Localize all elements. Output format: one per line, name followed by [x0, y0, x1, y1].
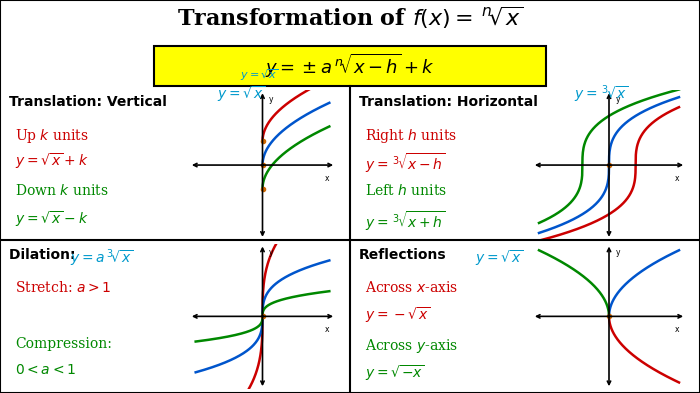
Text: $y = \sqrt{x}$: $y = \sqrt{x}$	[475, 248, 523, 268]
Text: Stretch: $a > 1$: Stretch: $a > 1$	[15, 280, 112, 295]
Text: $y = \sqrt{-x}$: $y = \sqrt{-x}$	[365, 363, 425, 383]
FancyBboxPatch shape	[154, 46, 546, 86]
Text: y: y	[616, 248, 620, 257]
Text: $y = \sqrt{x}$: $y = \sqrt{x}$	[241, 67, 279, 83]
Text: y: y	[269, 248, 274, 257]
Text: y: y	[269, 95, 274, 104]
Text: x: x	[325, 174, 330, 183]
Text: $y = \sqrt{x} + k$: $y = \sqrt{x} + k$	[15, 151, 89, 171]
Text: $y = \,^3\!\sqrt{x}$: $y = \,^3\!\sqrt{x}$	[574, 84, 629, 105]
Text: y: y	[616, 95, 620, 104]
Text: Across $y$-axis: Across $y$-axis	[365, 337, 458, 355]
Text: Translation: Horizontal: Translation: Horizontal	[359, 95, 538, 109]
Text: $y = \,^3\!\sqrt{x-h}$: $y = \,^3\!\sqrt{x-h}$	[365, 151, 445, 175]
Text: Compression:: Compression:	[15, 337, 112, 351]
Text: x: x	[325, 325, 330, 334]
Text: $y = \pm a\,^n\!\sqrt{x-h} + k$: $y = \pm a\,^n\!\sqrt{x-h} + k$	[265, 51, 435, 80]
Text: Translation: Vertical: Translation: Vertical	[9, 95, 167, 109]
Text: Up $k$ units: Up $k$ units	[15, 127, 89, 145]
Text: Across $x$-axis: Across $x$-axis	[365, 280, 458, 295]
Text: $y = \,^3\!\sqrt{x+h}$: $y = \,^3\!\sqrt{x+h}$	[365, 209, 445, 233]
Text: Reflections: Reflections	[359, 248, 447, 262]
Text: Transformation of $f(x) = \,^n\!\sqrt{x}$: Transformation of $f(x) = \,^n\!\sqrt{x}…	[177, 4, 523, 31]
Text: Down $k$ units: Down $k$ units	[15, 184, 108, 198]
Text: $y = \sqrt{x}$: $y = \sqrt{x}$	[217, 84, 265, 104]
Text: $y = -\sqrt{x}$: $y = -\sqrt{x}$	[365, 305, 430, 325]
Text: x: x	[675, 174, 679, 183]
Text: $y = a\,^3\!\sqrt{x}$: $y = a\,^3\!\sqrt{x}$	[70, 248, 133, 269]
Text: Dilation:: Dilation:	[9, 248, 80, 262]
Text: $y = \sqrt{x} - k$: $y = \sqrt{x} - k$	[15, 209, 89, 230]
Text: $0 < a < 1$: $0 < a < 1$	[15, 363, 76, 377]
Text: Left $h$ units: Left $h$ units	[365, 184, 447, 198]
Text: x: x	[675, 325, 679, 334]
Text: Right $h$ units: Right $h$ units	[365, 127, 457, 145]
